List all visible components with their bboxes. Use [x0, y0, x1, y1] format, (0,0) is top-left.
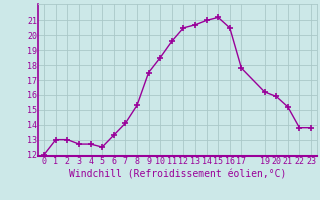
X-axis label: Windchill (Refroidissement éolien,°C): Windchill (Refroidissement éolien,°C): [69, 169, 286, 179]
